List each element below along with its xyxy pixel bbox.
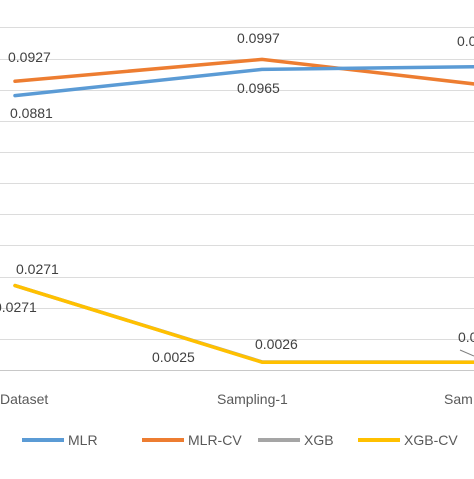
data-label: 0.0025 [152, 349, 195, 365]
data-label: 0.0997 [237, 30, 280, 46]
legend-label: MLR-CV [188, 432, 242, 448]
x-tick-label: Sam [444, 391, 473, 407]
x-tick-label: Sampling-1 [217, 391, 288, 407]
data-label: 0.0881 [10, 105, 53, 121]
series-line-mlr [13, 64, 474, 98]
label-leader-line [459, 349, 474, 357]
series-line-xgb [13, 283, 474, 364]
data-label: 0.0 [457, 33, 474, 49]
legend-label: MLR [68, 432, 98, 448]
x-tick-label: Dataset [0, 391, 48, 407]
series-line-xgb-cv [13, 283, 474, 364]
gridlines [0, 27, 474, 371]
legend-label: XGB [304, 432, 334, 448]
legend-label: XGB-CV [404, 432, 458, 448]
legend: MLR MLR-CV XGB XGB-CV [22, 432, 458, 448]
data-label: 0.0271 [16, 261, 59, 277]
data-label: 0.0271 [0, 299, 37, 315]
data-labels: 0.0927 0.0881 0.0997 0.0965 0.0 0.0271 0.0271 0… [0, 30, 474, 365]
x-axis: Dataset Sampling-1 Sam [0, 391, 473, 407]
data-label: 0.002 [458, 329, 474, 345]
data-label: 0.0965 [237, 80, 280, 96]
series-lines [13, 57, 474, 364]
data-label: 0.0026 [255, 336, 298, 352]
data-label: 0.0927 [8, 49, 51, 65]
series-line-mlr-cv [13, 57, 474, 86]
